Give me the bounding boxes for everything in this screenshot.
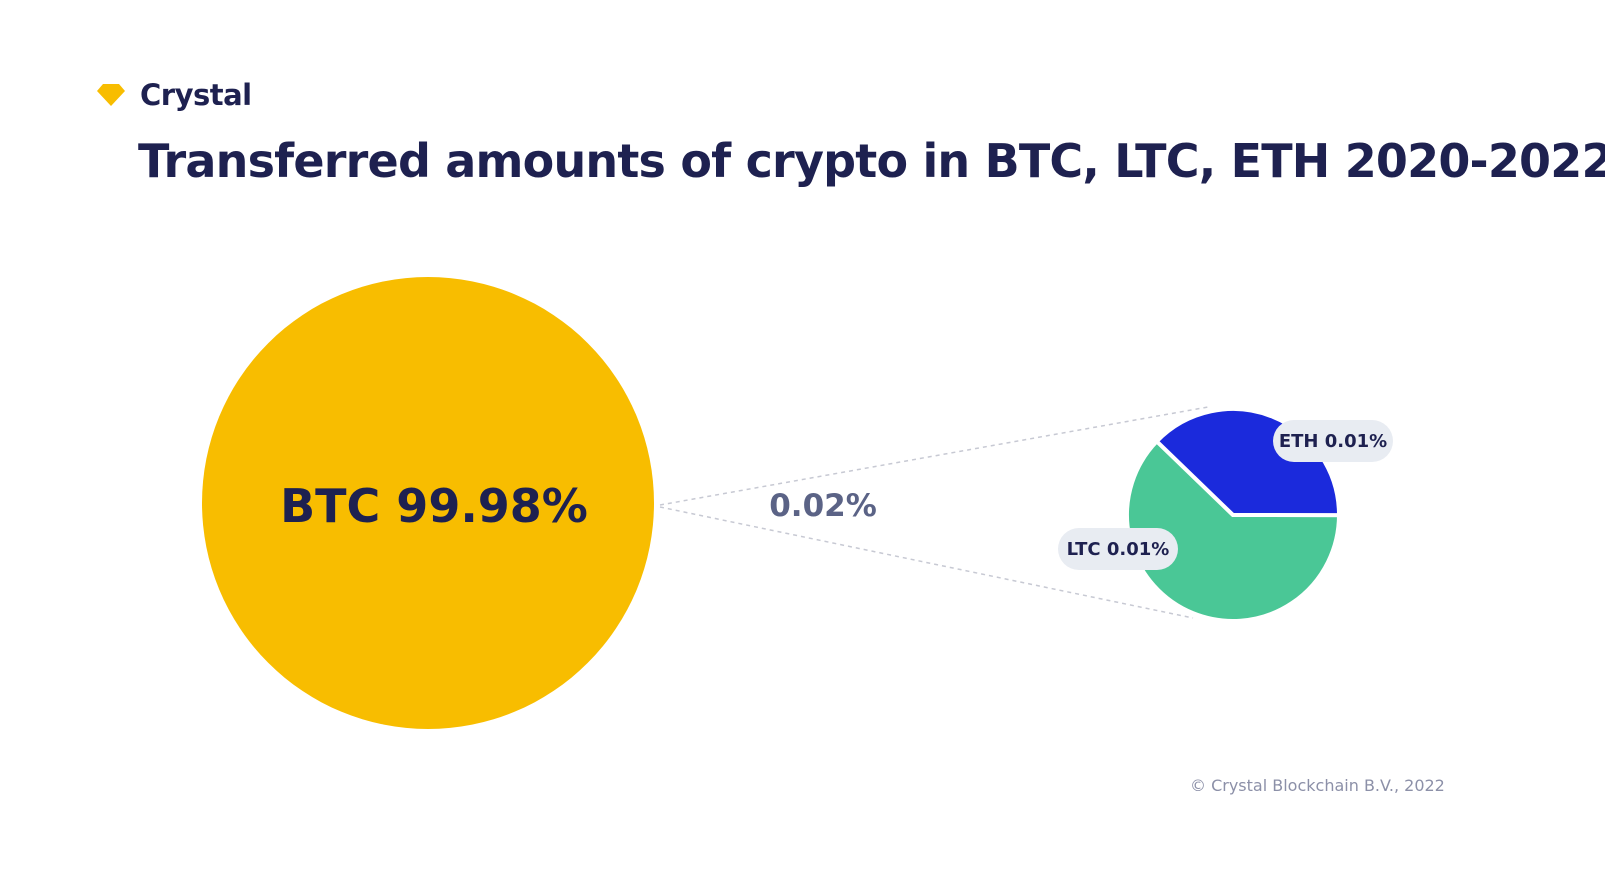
eth-label-pill: ETH 0.01% [1273,420,1393,462]
brand-logo: Crystal [96,78,252,112]
ltc-label: LTC 0.01% [1067,539,1170,560]
rest-share-label: 0.02% [769,488,877,524]
brand-name: Crystal [140,78,252,112]
copyright-notice: © Crystal Blockchain B.V., 2022 [1190,776,1445,795]
btc-slice [202,277,654,729]
ltc-slice [1125,438,1342,623]
ltc-label-pill: LTC 0.01% [1058,528,1178,570]
connector-line-top [659,406,1209,506]
connector-line-bottom [659,506,1194,619]
diamond-icon [96,83,126,107]
eth-label: ETH 0.01% [1279,431,1387,452]
btc-label: BTC 99.98% [280,479,588,533]
chart-title: Transferred amounts of crypto in BTC, LT… [138,134,1605,188]
